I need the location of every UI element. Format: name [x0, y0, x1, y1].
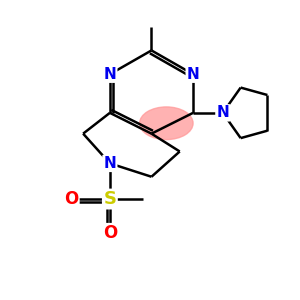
Text: N: N — [187, 67, 200, 82]
Text: O: O — [103, 224, 117, 242]
Ellipse shape — [140, 107, 193, 140]
Text: N: N — [103, 156, 116, 171]
Text: N: N — [103, 67, 116, 82]
Text: S: S — [103, 190, 116, 208]
Text: O: O — [64, 190, 78, 208]
Text: N: N — [216, 105, 229, 120]
